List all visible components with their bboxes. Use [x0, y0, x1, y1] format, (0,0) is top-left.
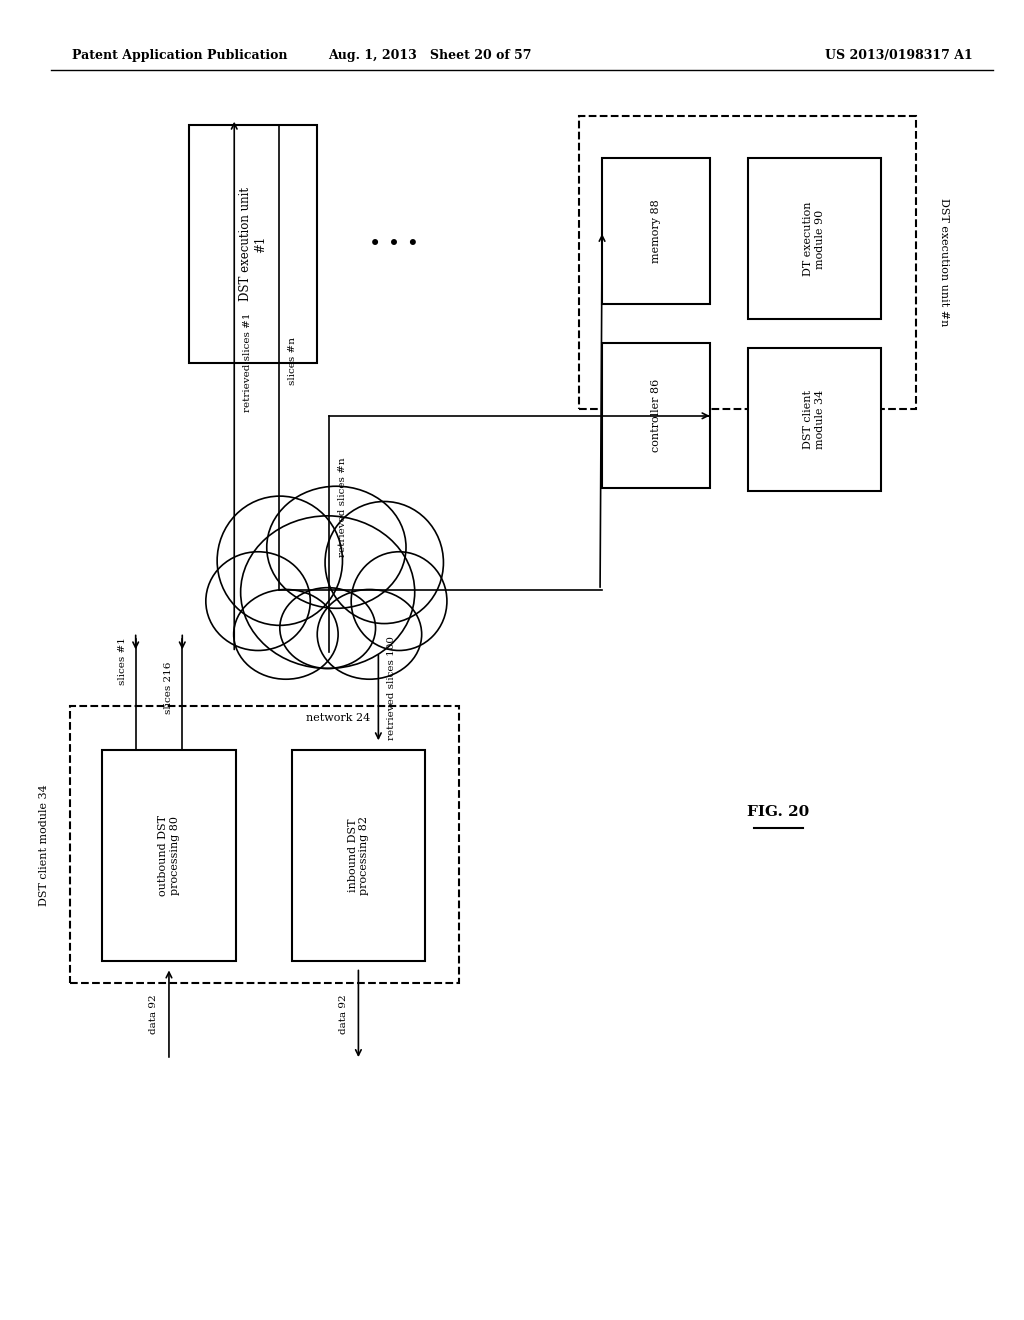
Text: retrieved slices #n: retrieved slices #n: [338, 458, 347, 557]
Text: • • •: • • •: [370, 235, 419, 253]
Text: retrieved slices 100: retrieved slices 100: [387, 636, 396, 739]
Text: outbound DST
processing 80: outbound DST processing 80: [158, 814, 180, 896]
Ellipse shape: [351, 552, 446, 651]
Ellipse shape: [233, 590, 338, 680]
Text: DT execution
module 90: DT execution module 90: [803, 202, 825, 276]
Text: inbound DST
processing 82: inbound DST processing 82: [347, 816, 370, 895]
Text: slices #1: slices #1: [118, 638, 127, 685]
Ellipse shape: [317, 590, 422, 680]
Text: slices 216: slices 216: [165, 661, 173, 714]
Text: US 2013/0198317 A1: US 2013/0198317 A1: [825, 49, 973, 62]
Text: network 24: network 24: [306, 713, 370, 723]
Text: Aug. 1, 2013   Sheet 20 of 57: Aug. 1, 2013 Sheet 20 of 57: [329, 49, 531, 62]
Text: DST execution unit #n: DST execution unit #n: [939, 198, 949, 327]
Bar: [189, 125, 317, 363]
Text: DST execution unit
#1: DST execution unit #1: [240, 187, 267, 301]
Text: data 92: data 92: [339, 994, 347, 1034]
Bar: [70, 706, 459, 983]
Bar: [579, 116, 916, 409]
Text: memory 88: memory 88: [651, 199, 660, 263]
Bar: [102, 750, 236, 961]
Text: DST client
module 34: DST client module 34: [803, 391, 825, 449]
Text: FIG. 20: FIG. 20: [748, 805, 809, 818]
Bar: [748, 158, 881, 319]
Text: controller 86: controller 86: [651, 379, 660, 453]
Bar: [602, 158, 710, 304]
Ellipse shape: [266, 486, 406, 609]
Bar: [748, 348, 881, 491]
Ellipse shape: [325, 502, 443, 623]
Text: Patent Application Publication: Patent Application Publication: [72, 49, 287, 62]
Bar: [292, 750, 425, 961]
Ellipse shape: [241, 516, 415, 668]
Ellipse shape: [206, 552, 310, 651]
Ellipse shape: [217, 496, 342, 626]
Text: slices #n: slices #n: [288, 337, 297, 385]
Text: data 92: data 92: [150, 994, 158, 1034]
Ellipse shape: [280, 587, 376, 668]
Text: retrieved slices #1: retrieved slices #1: [243, 313, 252, 412]
Bar: [602, 343, 710, 488]
Text: DST client module 34: DST client module 34: [39, 784, 49, 906]
